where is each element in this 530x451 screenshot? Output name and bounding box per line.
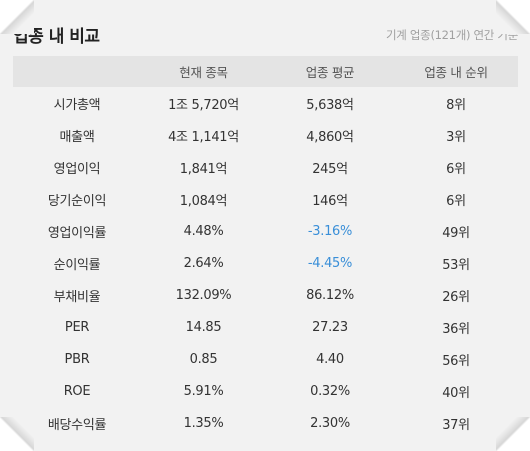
row-current-value: 1,084억 xyxy=(179,193,228,209)
row-current-value: 2.64% xyxy=(183,255,224,271)
row-rank-value: 56위 xyxy=(442,353,470,369)
table-row: 매출액 4조 1,141억 4,860억 3위 xyxy=(13,119,518,151)
row-current-value: 1조 5,720억 xyxy=(168,97,239,113)
corner-curl-top-right xyxy=(496,0,530,34)
column-header-rank: 업종 내 순위 xyxy=(424,65,488,80)
row-current-value: 4.48% xyxy=(183,223,224,239)
table-row: 당기순이익 1,084억 146억 6위 xyxy=(13,183,518,215)
row-metric-label: 시가총액 xyxy=(53,97,101,113)
card-subtitle: 기계 업종(121개) 연간 기준 xyxy=(385,28,518,42)
row-current-value: 14.85 xyxy=(185,319,222,335)
row-average-value: 5,638억 xyxy=(306,97,354,113)
table-row: 시가총액 1조 5,720억 5,638억 8위 xyxy=(13,87,518,119)
row-rank-value: 8위 xyxy=(446,97,466,113)
row-metric-label: 영업이익 xyxy=(53,161,101,177)
corner-curl-bottom-left xyxy=(0,417,34,451)
row-average-value: 27.23 xyxy=(312,319,348,335)
column-header-average: 업종 평균 xyxy=(305,65,355,80)
card-title: 업종 내 비교 xyxy=(13,27,100,47)
table-header-row: 현재 종목 업종 평균 업종 내 순위 xyxy=(13,56,518,87)
corner-curl-top-left xyxy=(0,0,34,34)
row-metric-label: 순이익률 xyxy=(53,257,101,273)
row-metric-label: 영업이익률 xyxy=(47,225,107,241)
row-rank-value: 26위 xyxy=(442,289,470,305)
comparison-table: 현재 종목 업종 평균 업종 내 순위 시가총액 1조 5,720억 5,638억 8… xyxy=(13,56,518,439)
row-average-value: 245억 xyxy=(312,161,348,177)
table-row: 영업이익 1,841억 245억 6위 xyxy=(13,151,518,183)
row-metric-label: ROE xyxy=(63,383,91,399)
row-current-value: 1.35% xyxy=(183,415,224,431)
row-metric-label: PBR xyxy=(64,351,90,367)
row-average-value: -3.16% xyxy=(307,223,353,239)
table-row: PER 14.85 27.23 36위 xyxy=(13,311,518,343)
row-current-value: 5.91% xyxy=(183,383,224,399)
table-row: 배당수익률 1.35% 2.30% 37위 xyxy=(13,407,518,439)
row-metric-label: 매출액 xyxy=(59,129,95,145)
row-metric-label: 당기순이익 xyxy=(47,193,107,209)
row-metric-label: 부채비율 xyxy=(53,289,101,305)
row-rank-value: 36위 xyxy=(442,321,470,337)
row-current-value: 0.85 xyxy=(189,351,218,367)
row-rank-value: 37위 xyxy=(442,417,470,433)
row-average-value: 0.32% xyxy=(310,383,350,399)
card-header: 업종 내 비교 기계 업종(121개) 연간 기준 xyxy=(0,0,530,56)
table-row: PBR 0.85 4.40 56위 xyxy=(13,343,518,375)
row-rank-value: 6위 xyxy=(446,161,466,177)
row-current-value: 132.09% xyxy=(175,287,232,303)
row-rank-value: 53위 xyxy=(442,257,470,273)
table-row: 영업이익률 4.48% -3.16% 49위 xyxy=(13,215,518,247)
row-average-value: 4.40 xyxy=(316,351,344,367)
corner-curl-bottom-right xyxy=(496,417,530,451)
row-average-value: -4.45% xyxy=(307,255,353,271)
row-average-value: 2.30% xyxy=(310,415,350,431)
row-metric-label: PER xyxy=(64,319,90,335)
row-average-value: 146억 xyxy=(312,193,348,209)
column-header-current: 현재 종목 xyxy=(179,65,228,80)
row-average-value: 4,860억 xyxy=(306,129,354,145)
row-rank-value: 40위 xyxy=(442,385,470,401)
row-metric-label: 배당수익률 xyxy=(47,417,107,433)
row-current-value: 4조 1,141억 xyxy=(168,129,239,145)
row-rank-value: 6위 xyxy=(446,193,466,209)
row-current-value: 1,841억 xyxy=(179,161,228,177)
row-rank-value: 49위 xyxy=(442,225,470,241)
table-row: 부채비율 132.09% 86.12% 26위 xyxy=(13,279,518,311)
row-rank-value: 3위 xyxy=(446,129,466,145)
row-average-value: 86.12% xyxy=(306,287,354,303)
table-row: 순이익률 2.64% -4.45% 53위 xyxy=(13,247,518,279)
table-row: ROE 5.91% 0.32% 40위 xyxy=(13,375,518,407)
